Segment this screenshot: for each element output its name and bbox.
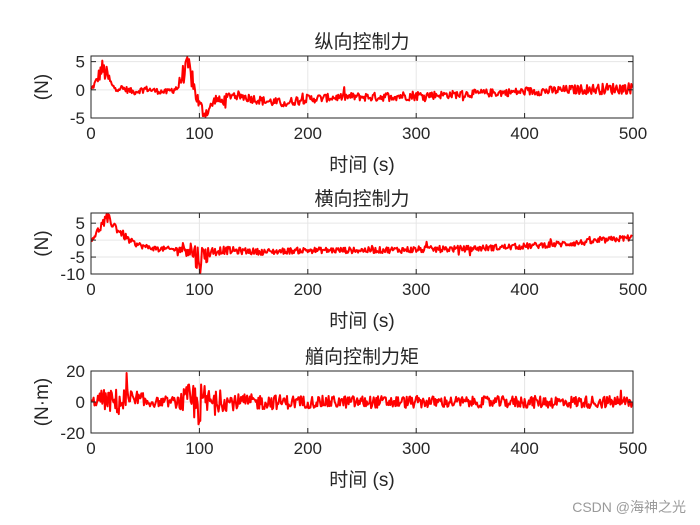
series-line-1 — [90, 213, 633, 274]
y-tick-label: 5 — [76, 53, 85, 72]
x-tick-label: 100 — [185, 439, 213, 458]
chart-title: 纵向控制力 — [314, 31, 409, 53]
x-tick-label: 0 — [86, 280, 95, 299]
x-tick-label: 300 — [402, 439, 430, 458]
series-line-1 — [90, 56, 634, 118]
y-tick-label: -5 — [70, 109, 85, 128]
x-axis-label: 时间 (s) — [329, 469, 394, 491]
x-tick-label: 0 — [86, 124, 95, 143]
y-tick-label: -5 — [70, 248, 85, 267]
y-tick-label: 20 — [66, 362, 85, 381]
x-axis-label: 时间 (s) — [329, 310, 394, 332]
x-tick-label: 200 — [294, 280, 322, 299]
y-axis-label: (N) — [32, 74, 53, 100]
x-tick-label: 0 — [86, 439, 95, 458]
x-tick-label: 400 — [510, 280, 538, 299]
x-tick-label: 200 — [294, 124, 322, 143]
x-tick-label: 100 — [185, 280, 213, 299]
x-tick-label: 500 — [619, 280, 647, 299]
x-tick-label: 400 — [510, 124, 538, 143]
x-tick-label: 500 — [619, 124, 647, 143]
y-tick-label: -20 — [60, 424, 85, 443]
x-tick-label: 300 — [402, 280, 430, 299]
y-tick-label: -10 — [60, 265, 85, 284]
x-tick-label: 400 — [510, 439, 538, 458]
y-tick-label: 5 — [76, 214, 85, 233]
watermark: CSDN @海神之光 — [572, 499, 686, 515]
y-tick-label: 0 — [76, 81, 85, 100]
y-tick-label: 0 — [76, 393, 85, 412]
x-axis-label: 时间 (s) — [329, 154, 394, 176]
series-line-1 — [90, 372, 634, 426]
y-axis-label: (N·m) — [32, 378, 53, 427]
y-axis-label: (N) — [32, 230, 53, 256]
x-tick-label: 500 — [619, 439, 647, 458]
x-tick-label: 200 — [294, 439, 322, 458]
axes-box — [90, 212, 634, 275]
chart-title: 艏向控制力矩 — [305, 346, 419, 368]
chart-title: 横向控制力 — [314, 188, 409, 210]
y-tick-label: 0 — [76, 231, 85, 250]
x-tick-label: 100 — [185, 124, 213, 143]
x-tick-label: 300 — [402, 124, 430, 143]
axes-box — [90, 55, 634, 119]
